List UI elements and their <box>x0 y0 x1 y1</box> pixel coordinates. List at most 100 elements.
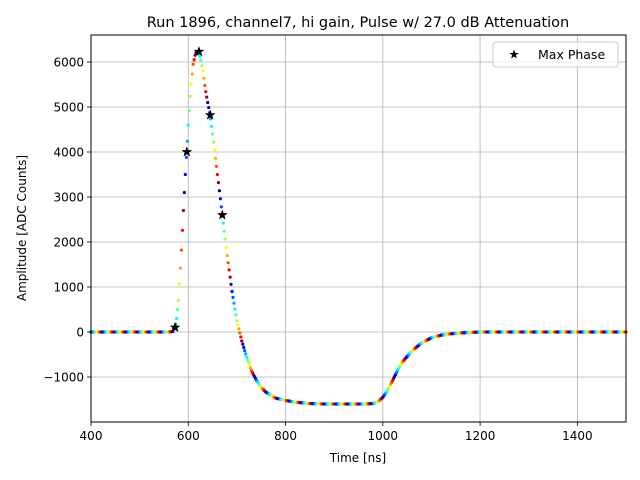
trace-point <box>211 140 216 144</box>
trace-point <box>244 352 248 356</box>
trace-point <box>223 237 227 241</box>
trace-point <box>210 132 215 136</box>
trace-point <box>214 164 219 168</box>
max-phase-markers <box>169 45 228 333</box>
trace-point <box>248 366 253 370</box>
trace-point <box>247 363 252 367</box>
max-phase-star <box>204 109 216 120</box>
y-axis-label: Amplitude [ADC Counts] <box>15 155 29 301</box>
x-axis-ticks: 400 600 800 1000 1200 1400 <box>80 422 593 443</box>
x-tick-label: 1400 <box>562 429 593 443</box>
chart-title: Run 1896, channel7, hi gain, Pulse w/ 27… <box>147 15 570 31</box>
trace-point <box>229 282 233 286</box>
y-tick-label: 6000 <box>53 56 84 70</box>
trace-point <box>204 90 208 94</box>
trace-point <box>189 82 193 86</box>
legend: Max Phase <box>492 41 619 68</box>
x-tick-label: 400 <box>80 429 103 443</box>
trace-point <box>177 282 182 286</box>
trace-point <box>245 355 249 359</box>
x-axis-label: Time [ns] <box>329 451 386 465</box>
trace-point <box>199 58 203 62</box>
trace-point <box>226 261 230 265</box>
trace-point <box>217 189 221 193</box>
trace-point <box>198 54 202 58</box>
trace-point <box>238 331 242 335</box>
trace-point <box>224 245 228 249</box>
trace-point <box>222 229 226 233</box>
trace-point <box>175 307 180 312</box>
trace-point <box>207 105 211 110</box>
max-phase-star <box>181 146 193 157</box>
trace-point <box>188 94 192 98</box>
trace-point <box>180 228 185 232</box>
trace-point <box>231 295 235 299</box>
trace-point <box>182 190 186 195</box>
trace-point <box>205 95 209 99</box>
trace-point <box>219 205 223 209</box>
trace-point <box>243 349 247 353</box>
trace-point <box>184 155 188 159</box>
trace-point <box>181 208 186 213</box>
max-phase-star <box>193 45 205 57</box>
trace-point <box>236 323 240 327</box>
trace-point <box>233 307 237 311</box>
x-tick-label: 1000 <box>368 429 399 443</box>
trace-point <box>228 275 232 279</box>
trace-point <box>203 83 207 87</box>
trace-point <box>213 156 218 160</box>
trace-point <box>176 298 181 303</box>
y-tick-label: 3000 <box>53 191 84 205</box>
trace-point <box>234 313 238 317</box>
x-tick-label: 600 <box>177 429 200 443</box>
trace-point <box>178 266 183 270</box>
y-tick-label: −1000 <box>43 371 84 385</box>
trace-point <box>210 124 214 129</box>
pulse-trace <box>89 50 628 406</box>
x-tick-label: 800 <box>274 429 297 443</box>
trace-point <box>202 76 206 80</box>
trace-point <box>190 72 194 76</box>
trace-point <box>246 361 251 365</box>
trace-point <box>191 62 195 66</box>
y-tick-label: 2000 <box>53 236 84 250</box>
max-phase-star <box>216 209 228 220</box>
trace-point <box>183 172 187 177</box>
legend-label: Max Phase <box>538 47 605 62</box>
trace-point <box>212 148 217 152</box>
legend-box <box>492 41 619 68</box>
trace-point <box>230 289 234 294</box>
trace-point <box>235 319 239 323</box>
trace-point <box>186 123 190 127</box>
y-tick-label: 4000 <box>53 146 84 160</box>
trace-point <box>185 139 189 143</box>
y-tick-label: 0 <box>76 326 84 340</box>
trace-point <box>215 172 220 177</box>
trace-point <box>241 342 245 346</box>
trace-point <box>206 100 210 105</box>
trace-point <box>201 69 205 73</box>
trace-point <box>179 248 184 252</box>
trace-point <box>187 109 191 113</box>
trace-point <box>240 339 244 343</box>
trace-point <box>227 268 231 272</box>
trace-point <box>232 301 236 305</box>
y-axis-ticks: −1000 0 1000 2000 3000 4000 5000 6000 <box>43 56 91 385</box>
trace-point <box>237 327 241 331</box>
plot-frame <box>90 34 627 423</box>
trace-point <box>221 221 225 225</box>
y-tick-label: 1000 <box>53 281 84 295</box>
x-tick-label: 1200 <box>465 429 496 443</box>
max-phase-star <box>169 321 181 333</box>
y-tick-label: 5000 <box>53 101 84 115</box>
trace-point <box>246 358 250 362</box>
legend-star-icon <box>509 49 519 59</box>
trace-point <box>225 253 229 258</box>
trace-point <box>216 181 221 185</box>
trace-point <box>239 335 243 339</box>
trace-point <box>218 197 222 201</box>
trace-point <box>242 345 246 350</box>
grid-lines <box>90 35 626 422</box>
